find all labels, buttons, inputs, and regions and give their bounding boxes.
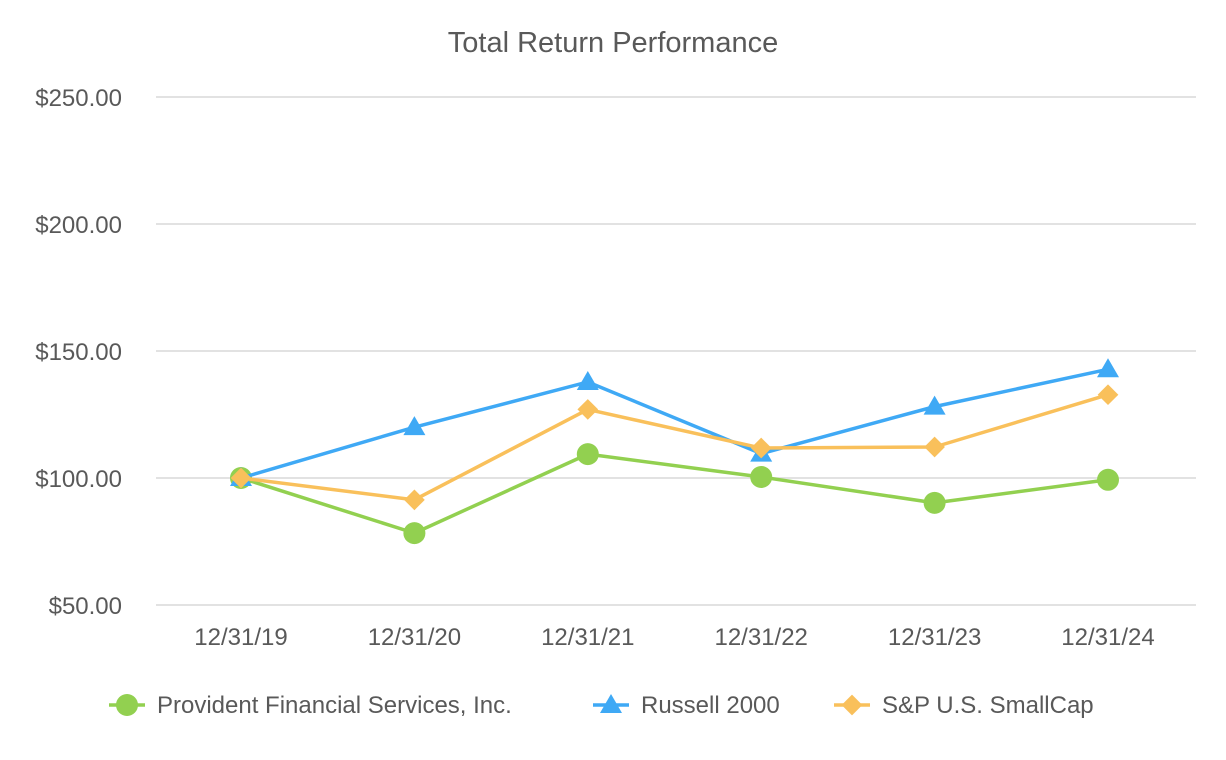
legend-label: Russell 2000 (641, 692, 780, 719)
series-line (240, 452, 1109, 535)
legend-marker (600, 693, 622, 713)
legend-item: S&P U.S. SmallCap (834, 692, 1094, 719)
data-point (403, 522, 426, 545)
data-point (1097, 384, 1119, 406)
legend-label: Provident Financial Services, Inc. (157, 692, 512, 719)
legend-marker (841, 694, 863, 716)
x-tick-label: 12/31/22 (714, 624, 807, 651)
data-point (1097, 468, 1119, 491)
series-line (240, 393, 1109, 502)
data-point (230, 467, 252, 489)
data-point (750, 465, 773, 488)
x-tick-label: 12/31/19 (194, 624, 287, 651)
series-line (240, 367, 1109, 480)
data-point (404, 489, 425, 511)
y-tick-label: $50.00 (49, 593, 122, 620)
x-tick-label: 12/31/23 (888, 624, 981, 651)
x-tick-label: 12/31/24 (1061, 624, 1154, 651)
y-tick-label: $150.00 (35, 339, 122, 366)
series-0 (230, 443, 1119, 545)
legend-label: S&P U.S. SmallCap (882, 692, 1094, 719)
data-point (750, 437, 772, 459)
chart-title: Total Return Performance (448, 27, 778, 59)
y-tick-label: $250.00 (35, 85, 122, 112)
legend-item: Provident Financial Services, Inc. (109, 692, 512, 719)
data-point (576, 370, 599, 390)
legend-marker (116, 694, 138, 716)
legend-item: Russell 2000 (593, 692, 780, 719)
x-tick-label: 12/31/20 (368, 624, 461, 651)
y-tick-label: $100.00 (35, 466, 122, 493)
series-2 (230, 384, 1119, 511)
data-point (577, 399, 599, 420)
data-point (923, 395, 946, 415)
y-tick-label: $200.00 (35, 212, 122, 239)
data-point (576, 443, 599, 466)
data-point (923, 491, 946, 514)
x-tick-label: 12/31/21 (541, 624, 634, 651)
data-point (403, 416, 426, 436)
data-point (924, 436, 945, 458)
data-point (1097, 358, 1119, 378)
